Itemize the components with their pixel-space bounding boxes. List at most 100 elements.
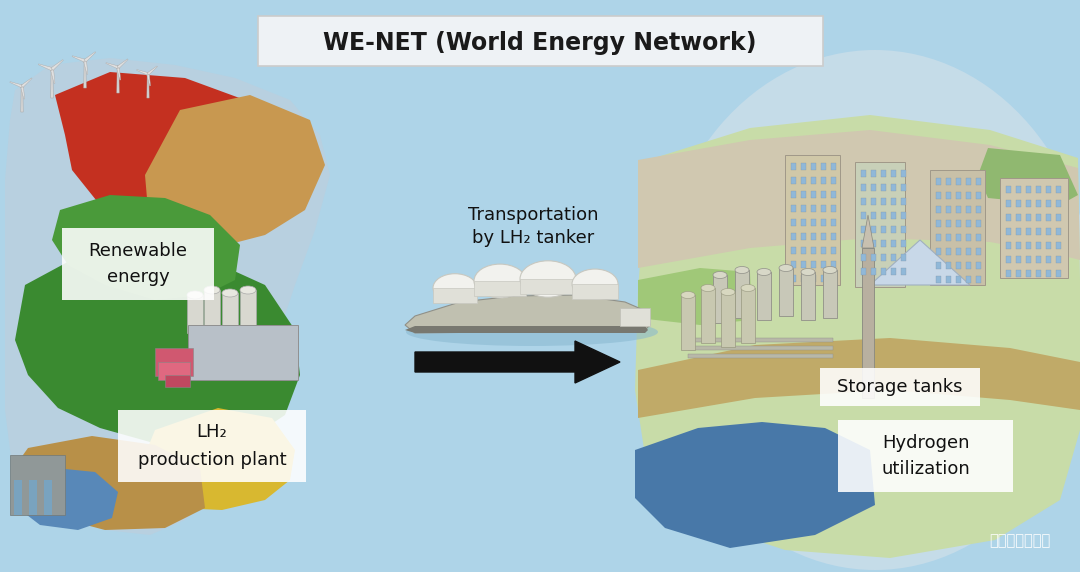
Bar <box>823 270 837 318</box>
Bar <box>1047 242 1051 249</box>
Bar <box>870 254 876 261</box>
Bar <box>976 248 981 255</box>
Bar <box>936 192 941 199</box>
Bar <box>870 226 876 233</box>
Bar <box>976 206 981 213</box>
Bar <box>966 262 971 269</box>
Bar <box>1005 200 1011 207</box>
Bar <box>946 234 951 241</box>
Polygon shape <box>635 422 875 548</box>
Bar <box>831 205 836 212</box>
Bar <box>1005 228 1011 235</box>
Bar <box>757 272 771 320</box>
Bar <box>1005 214 1011 221</box>
FancyBboxPatch shape <box>62 228 214 300</box>
Ellipse shape <box>741 284 755 292</box>
Bar <box>741 288 755 343</box>
Bar <box>1036 186 1041 193</box>
Bar <box>831 261 836 268</box>
Bar <box>188 325 298 380</box>
Polygon shape <box>141 408 295 510</box>
Bar <box>1016 214 1021 221</box>
Bar <box>831 191 836 198</box>
Bar <box>811 191 816 198</box>
Bar <box>156 348 193 376</box>
Polygon shape <box>83 61 87 74</box>
Bar <box>821 275 826 282</box>
Bar <box>1047 186 1051 193</box>
Bar <box>831 233 836 240</box>
Bar <box>966 234 971 241</box>
Bar <box>1016 200 1021 207</box>
Bar <box>870 212 876 219</box>
Bar <box>936 262 941 269</box>
Bar <box>946 192 951 199</box>
Bar <box>976 234 981 241</box>
Bar <box>1047 270 1051 277</box>
Bar <box>1016 270 1021 277</box>
Bar <box>811 261 816 268</box>
Bar <box>901 240 906 247</box>
Bar <box>976 178 981 185</box>
Bar <box>1026 200 1031 207</box>
Bar <box>1016 186 1021 193</box>
Bar <box>1016 256 1021 263</box>
Bar <box>1056 214 1061 221</box>
Bar <box>688 338 833 342</box>
Bar <box>1056 242 1061 249</box>
Bar <box>1000 178 1068 278</box>
Polygon shape <box>147 66 158 75</box>
Ellipse shape <box>21 85 24 88</box>
Bar <box>519 279 576 294</box>
Bar <box>1036 242 1041 249</box>
Ellipse shape <box>83 59 86 62</box>
Ellipse shape <box>572 269 618 299</box>
Bar <box>821 205 826 212</box>
Bar <box>811 177 816 184</box>
Bar <box>1026 270 1031 277</box>
Bar <box>966 276 971 283</box>
Ellipse shape <box>519 261 576 297</box>
Bar <box>29 480 37 515</box>
Bar <box>801 219 806 226</box>
Bar <box>688 354 833 358</box>
Bar <box>801 275 806 282</box>
FancyBboxPatch shape <box>820 368 980 406</box>
Bar <box>801 191 806 198</box>
Bar <box>901 226 906 233</box>
Text: 中国工程院院刊: 中国工程院院刊 <box>989 533 1050 548</box>
Bar <box>821 219 826 226</box>
Bar <box>861 198 866 205</box>
Polygon shape <box>117 59 129 69</box>
Bar <box>791 233 796 240</box>
Bar <box>861 268 866 275</box>
Bar <box>946 262 951 269</box>
Bar <box>936 276 941 283</box>
Bar <box>801 247 806 254</box>
Ellipse shape <box>654 50 1080 570</box>
Bar <box>901 184 906 191</box>
Ellipse shape <box>204 286 220 294</box>
Bar <box>936 248 941 255</box>
Polygon shape <box>84 51 96 62</box>
Bar <box>620 308 650 326</box>
Bar <box>1005 256 1011 263</box>
Ellipse shape <box>713 272 727 279</box>
Bar <box>861 212 866 219</box>
Bar <box>735 270 750 318</box>
Bar <box>956 234 961 241</box>
Bar <box>881 254 886 261</box>
Bar <box>966 206 971 213</box>
Polygon shape <box>10 82 23 88</box>
Bar <box>721 292 735 347</box>
Bar <box>801 205 806 212</box>
Ellipse shape <box>50 67 54 71</box>
Text: production plant: production plant <box>137 451 286 469</box>
Bar <box>1016 242 1021 249</box>
Bar <box>1005 270 1011 277</box>
Polygon shape <box>638 130 1080 268</box>
Bar <box>1056 228 1061 235</box>
Bar <box>870 268 876 275</box>
Ellipse shape <box>701 284 715 292</box>
Polygon shape <box>51 69 53 98</box>
